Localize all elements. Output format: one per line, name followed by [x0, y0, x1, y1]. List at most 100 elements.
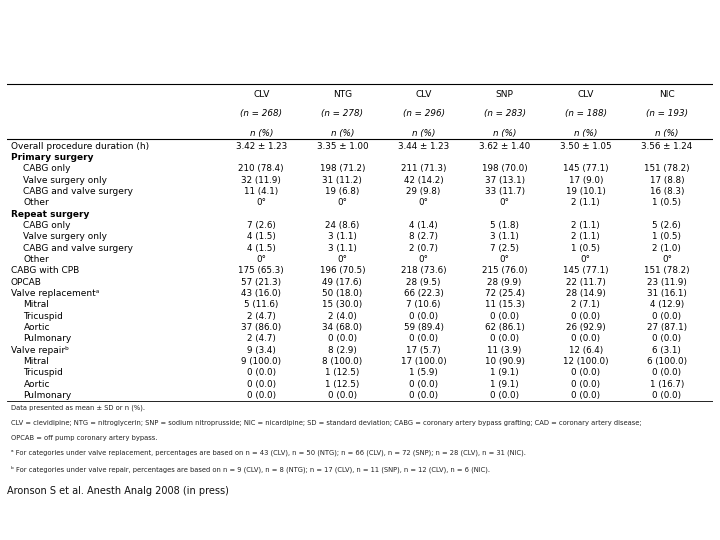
- Text: 7 (2.6): 7 (2.6): [247, 221, 276, 230]
- Text: 4 (1.4): 4 (1.4): [409, 221, 438, 230]
- Text: 211 (71.3): 211 (71.3): [401, 165, 446, 173]
- Text: ᵇ For categories under valve repair, percentages are based on n = 9 (CLV), n = 8: ᵇ For categories under valve repair, per…: [11, 465, 490, 472]
- Text: 1 (0.5): 1 (0.5): [652, 232, 681, 241]
- Text: n (%): n (%): [655, 129, 679, 138]
- Text: Overall procedure duration (h): Overall procedure duration (h): [11, 142, 149, 151]
- Text: 8 (100.0): 8 (100.0): [323, 357, 362, 366]
- Text: 33 (11.7): 33 (11.7): [485, 187, 525, 196]
- Text: 3.42 ± 1.23: 3.42 ± 1.23: [235, 142, 287, 151]
- Text: CLV: CLV: [253, 90, 269, 99]
- Text: Population): Population): [13, 44, 135, 63]
- Text: 0 (0.0): 0 (0.0): [490, 334, 519, 343]
- Text: 16 (8.3): 16 (8.3): [649, 187, 684, 196]
- Text: 0 (0.0): 0 (0.0): [247, 380, 276, 389]
- Text: 196 (70.5): 196 (70.5): [320, 266, 365, 275]
- Text: 17 (100.0): 17 (100.0): [400, 357, 446, 366]
- Text: 17 (5.7): 17 (5.7): [406, 346, 441, 355]
- Text: 0°: 0°: [338, 255, 347, 264]
- Text: 151 (78.2): 151 (78.2): [644, 266, 690, 275]
- Text: 27 (87.1): 27 (87.1): [647, 323, 687, 332]
- Text: 198 (70.0): 198 (70.0): [482, 165, 528, 173]
- Text: Valve surgery only: Valve surgery only: [24, 232, 107, 241]
- Text: (n = 283): (n = 283): [484, 110, 526, 118]
- Text: 3.35 ± 1.00: 3.35 ± 1.00: [317, 142, 368, 151]
- Text: 4 (1.5): 4 (1.5): [247, 244, 276, 253]
- Text: 215 (76.0): 215 (76.0): [482, 266, 528, 275]
- Text: 4 (1.5): 4 (1.5): [247, 232, 276, 241]
- Text: CLV = clevidipine; NTG = nitroglycerin; SNP = sodium nitroprusside; NIC = nicard: CLV = clevidipine; NTG = nitroglycerin; …: [11, 420, 642, 426]
- Text: NTG: NTG: [333, 90, 352, 99]
- Text: 57 (21.3): 57 (21.3): [241, 278, 282, 287]
- Text: 0 (0.0): 0 (0.0): [571, 380, 600, 389]
- Text: Repeat surgery: Repeat surgery: [11, 210, 89, 219]
- Text: 6 (3.1): 6 (3.1): [652, 346, 681, 355]
- Text: (n = 278): (n = 278): [321, 110, 364, 118]
- Text: 32 (11.9): 32 (11.9): [241, 176, 281, 185]
- Text: 49 (17.6): 49 (17.6): [323, 278, 362, 287]
- Text: Valve surgery only: Valve surgery only: [24, 176, 107, 185]
- Text: 9 (3.4): 9 (3.4): [247, 346, 276, 355]
- Text: 1 (16.7): 1 (16.7): [649, 380, 684, 389]
- Text: 29 (9.8): 29 (9.8): [406, 187, 441, 196]
- Text: ᵃ For categories under valve replacement, percentages are based on n = 43 (CLV),: ᵃ For categories under valve replacement…: [11, 450, 526, 456]
- Text: 0°: 0°: [662, 255, 672, 264]
- Text: 0 (0.0): 0 (0.0): [328, 334, 357, 343]
- Text: 2 (0.7): 2 (0.7): [409, 244, 438, 253]
- Text: (n = 296): (n = 296): [402, 110, 444, 118]
- Text: 151 (78.2): 151 (78.2): [644, 165, 690, 173]
- Text: CABG and valve surgery: CABG and valve surgery: [24, 244, 133, 253]
- Text: Aortic: Aortic: [24, 323, 50, 332]
- Text: 2 (1.0): 2 (1.0): [652, 244, 681, 253]
- Text: 210 (78.4): 210 (78.4): [238, 165, 284, 173]
- Text: Aortic: Aortic: [24, 380, 50, 389]
- Text: 59 (89.4): 59 (89.4): [403, 323, 444, 332]
- Text: 3.62 ± 1.40: 3.62 ± 1.40: [479, 142, 530, 151]
- Text: 2 (1.1): 2 (1.1): [572, 232, 600, 241]
- Text: (n = 193): (n = 193): [646, 110, 688, 118]
- Text: n (%): n (%): [250, 129, 273, 138]
- Text: 1 (0.5): 1 (0.5): [652, 198, 681, 207]
- Text: 0 (0.0): 0 (0.0): [652, 368, 682, 377]
- Text: 0 (0.0): 0 (0.0): [571, 312, 600, 321]
- Text: 26 (92.9): 26 (92.9): [566, 323, 606, 332]
- Text: Pulmonary: Pulmonary: [24, 391, 72, 400]
- Text: 0°: 0°: [256, 198, 266, 207]
- Text: 4 (12.9): 4 (12.9): [650, 300, 684, 309]
- Text: 15 (30.0): 15 (30.0): [323, 300, 362, 309]
- Text: 3 (1.1): 3 (1.1): [490, 232, 519, 241]
- Text: 3.44 ± 1.23: 3.44 ± 1.23: [398, 142, 449, 151]
- Text: OPCAB = off pump coronary artery bypass.: OPCAB = off pump coronary artery bypass.: [11, 435, 157, 441]
- Text: 0 (0.0): 0 (0.0): [409, 380, 438, 389]
- Text: 1 (5.9): 1 (5.9): [409, 368, 438, 377]
- Text: 3.50 ± 1.05: 3.50 ± 1.05: [560, 142, 611, 151]
- Text: n (%): n (%): [412, 129, 435, 138]
- Text: 2 (7.1): 2 (7.1): [572, 300, 600, 309]
- Text: 66 (22.3): 66 (22.3): [404, 289, 444, 298]
- Text: Primary surgery: Primary surgery: [11, 153, 93, 162]
- Text: 31 (16.1): 31 (16.1): [647, 289, 687, 298]
- Text: CABG only: CABG only: [24, 165, 71, 173]
- Text: NIC: NIC: [659, 90, 675, 99]
- Text: 11 (3.9): 11 (3.9): [487, 346, 522, 355]
- Text: 2 (4.7): 2 (4.7): [247, 312, 276, 321]
- Text: Valve repairᵇ: Valve repairᵇ: [11, 346, 68, 355]
- Text: 10 (90.9): 10 (90.9): [485, 357, 525, 366]
- Text: Tricuspid: Tricuspid: [24, 368, 63, 377]
- Text: 0 (0.0): 0 (0.0): [328, 391, 357, 400]
- Text: 0 (0.0): 0 (0.0): [490, 312, 519, 321]
- Text: 0°: 0°: [418, 255, 428, 264]
- Text: 0 (0.0): 0 (0.0): [490, 391, 519, 400]
- Text: CABG only: CABG only: [24, 221, 71, 230]
- Text: OPCAB: OPCAB: [11, 278, 42, 287]
- Text: 0 (0.0): 0 (0.0): [652, 312, 682, 321]
- Text: 0 (0.0): 0 (0.0): [652, 391, 682, 400]
- Text: Mitral: Mitral: [24, 357, 49, 366]
- Text: (n = 188): (n = 188): [564, 110, 607, 118]
- Text: Pulmonary: Pulmonary: [24, 334, 72, 343]
- Text: (n = 268): (n = 268): [240, 110, 282, 118]
- Text: 0°: 0°: [581, 255, 591, 264]
- Text: 72 (25.4): 72 (25.4): [485, 289, 525, 298]
- Text: 145 (77.1): 145 (77.1): [563, 165, 608, 173]
- Text: Other: Other: [24, 255, 49, 264]
- Text: 0 (0.0): 0 (0.0): [409, 334, 438, 343]
